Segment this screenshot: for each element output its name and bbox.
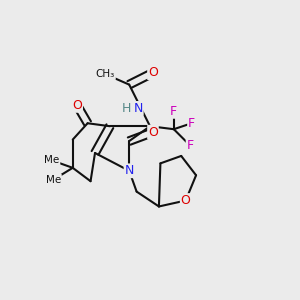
Text: CH₃: CH₃ <box>96 69 115 79</box>
Text: F: F <box>187 139 194 152</box>
Text: F: F <box>170 105 177 118</box>
Text: Me: Me <box>44 155 59 165</box>
Text: Me: Me <box>46 175 61 185</box>
Text: H: H <box>122 102 131 115</box>
Text: O: O <box>181 194 190 207</box>
Text: N: N <box>124 164 134 177</box>
Text: F: F <box>188 117 195 130</box>
Text: O: O <box>148 126 158 139</box>
Text: O: O <box>148 66 158 79</box>
Text: N: N <box>134 102 143 115</box>
Text: O: O <box>72 99 82 112</box>
